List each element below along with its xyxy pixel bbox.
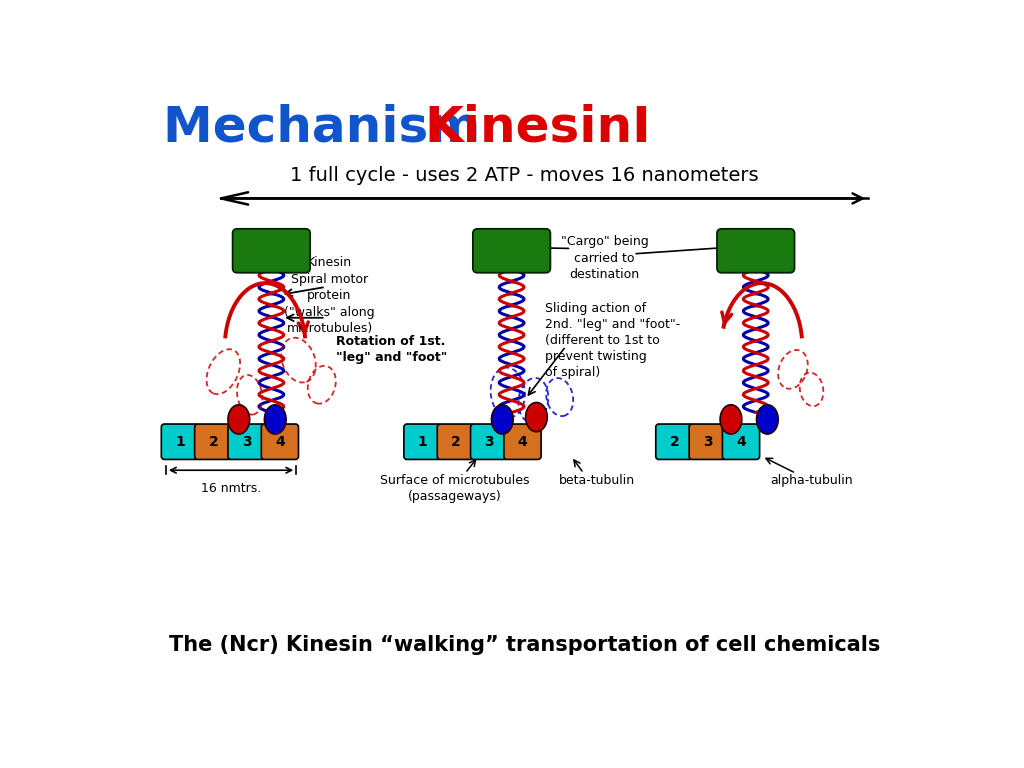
FancyBboxPatch shape [228, 424, 265, 459]
FancyBboxPatch shape [162, 424, 199, 459]
Text: 3: 3 [484, 435, 494, 449]
Text: 1 full cycle - uses 2 ATP - moves 16 nanometers: 1 full cycle - uses 2 ATP - moves 16 nan… [291, 166, 759, 185]
Text: 4: 4 [736, 435, 745, 449]
FancyBboxPatch shape [473, 229, 550, 273]
Text: Surface of microtubules
(passageways): Surface of microtubules (passageways) [380, 474, 529, 503]
Text: 1: 1 [175, 435, 184, 449]
FancyBboxPatch shape [689, 424, 726, 459]
FancyBboxPatch shape [122, 86, 928, 690]
Ellipse shape [228, 405, 250, 434]
Text: The (Ncr) Kinesin “walking” transportation of cell chemicals: The (Ncr) Kinesin “walking” transportati… [169, 635, 881, 655]
Text: 4: 4 [517, 435, 527, 449]
FancyBboxPatch shape [717, 229, 795, 273]
Text: 4: 4 [275, 435, 285, 449]
Ellipse shape [264, 405, 286, 434]
Text: KinesinI: KinesinI [424, 104, 651, 151]
FancyBboxPatch shape [232, 229, 310, 273]
Text: 2: 2 [451, 435, 461, 449]
Text: 16 nmtrs.: 16 nmtrs. [201, 482, 261, 495]
FancyBboxPatch shape [437, 424, 474, 459]
Ellipse shape [757, 405, 778, 434]
FancyBboxPatch shape [195, 424, 231, 459]
FancyBboxPatch shape [722, 424, 760, 459]
FancyBboxPatch shape [504, 424, 541, 459]
Text: "Cargo" being
carried to
destination: "Cargo" being carried to destination [561, 235, 648, 281]
Text: alpha-tubulin: alpha-tubulin [770, 474, 853, 487]
FancyBboxPatch shape [655, 424, 693, 459]
FancyBboxPatch shape [471, 424, 508, 459]
Ellipse shape [720, 405, 741, 434]
Text: 3: 3 [242, 435, 251, 449]
Text: Rotation of 1st.
"leg" and "foot": Rotation of 1st. "leg" and "foot" [336, 336, 447, 365]
Ellipse shape [525, 402, 547, 432]
Text: 1: 1 [418, 435, 427, 449]
Text: Kinesin
Spiral motor
protein
("walks" along
microtubules): Kinesin Spiral motor protein ("walks" al… [285, 257, 375, 335]
Text: Mechanism: Mechanism [163, 104, 498, 151]
Text: 3: 3 [702, 435, 713, 449]
FancyBboxPatch shape [403, 424, 441, 459]
FancyBboxPatch shape [261, 424, 299, 459]
Text: 2: 2 [208, 435, 218, 449]
Text: beta-tubulin: beta-tubulin [559, 474, 635, 487]
Ellipse shape [492, 405, 513, 434]
Text: 2: 2 [670, 435, 679, 449]
Text: Sliding action of
2nd. "leg" and "foot"-
(different to 1st to
prevent twisting
o: Sliding action of 2nd. "leg" and "foot"-… [545, 303, 680, 379]
